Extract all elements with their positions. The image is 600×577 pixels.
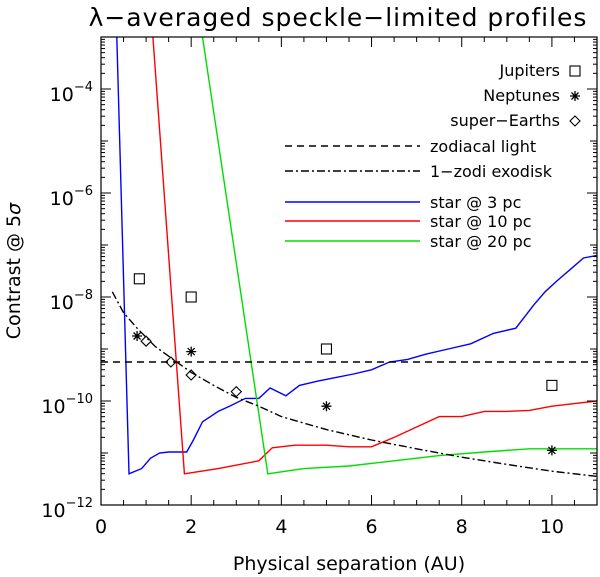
y-tick-label-base: 10 [41, 396, 65, 418]
marker-diamond-1 [165, 356, 177, 368]
x-tick-label-3: 6 [365, 516, 377, 538]
chart-title: λ−averaged speckle−limited profiles [89, 3, 588, 32]
y-tick-label-1: 10−6 [50, 184, 93, 210]
y-tick-label-exponent: −8 [74, 288, 93, 303]
x-tick-label-4: 8 [456, 516, 468, 538]
y-tick-label-4: 10−12 [41, 496, 93, 522]
series-line-2 [201, 37, 597, 475]
y-tick-label-exponent: −4 [74, 80, 93, 95]
marker-diamond-2 [185, 369, 197, 381]
x-tick-label-0: 0 [95, 516, 107, 538]
marker-square-0 [133, 273, 145, 285]
y-tick-label-base: 10 [50, 188, 74, 210]
marker-asterisk-3 [546, 445, 557, 456]
legend-symbol-asterisk [570, 91, 580, 101]
x-axis-label: Physical separation (AU) [233, 553, 465, 575]
y-tick-label-3: 10−10 [41, 392, 93, 418]
plot-frame [100, 36, 598, 506]
legend-symbol-square [569, 65, 581, 77]
plot-markers [132, 273, 558, 456]
x-tick-labels: 0 2 4 6 8 10 [95, 516, 564, 538]
y-tick-label-exponent: −10 [66, 392, 93, 407]
y-tick-label-exponent: −6 [74, 184, 93, 199]
axis-ticks [100, 36, 598, 506]
legend-label-1: 1−zodi exodisk [430, 162, 553, 181]
legend-label-0: zodiacal light [430, 137, 536, 156]
x-tick-label-1: 2 [185, 516, 197, 538]
marker-square-1 [185, 291, 197, 303]
legend-label-2: star @ 3 pc [430, 193, 521, 212]
x-tick-label-2: 4 [275, 516, 287, 538]
marker-asterisk-0 [132, 331, 143, 341]
y-tick-label-base: 10 [41, 500, 65, 522]
y-tick-label-2: 10−8 [50, 288, 93, 314]
legend-label-3: star @ 10 pc [430, 212, 532, 231]
legend-label-4: star @ 20 pc [430, 232, 532, 251]
y-tick-label-base: 10 [50, 84, 74, 106]
y-axis-label: Contrast @ 5σ [3, 202, 25, 339]
x-tick-label-5: 10 [540, 516, 564, 538]
series-line-0 [116, 37, 597, 475]
legend-label-diamond: super−Earths [450, 111, 560, 130]
plot-lines [101, 37, 597, 478]
legend-symbol-diamond [569, 115, 581, 127]
marker-square-2 [320, 343, 333, 355]
y-tick-label-0: 10−4 [50, 80, 93, 106]
marker-diamond-0 [140, 335, 152, 347]
y-axis-label-sigma: σ [3, 202, 25, 215]
series-line-1 [152, 37, 597, 475]
legend-label-asterisk: Neptunes [483, 86, 560, 105]
marker-square-3 [546, 379, 558, 391]
y-axis-label-text: Contrast @ 5 [3, 215, 25, 339]
marker-asterisk-2 [321, 401, 332, 412]
y-tick-label-exponent: −12 [66, 496, 93, 511]
marker-asterisk-1 [186, 346, 197, 357]
marker-diamond-3 [230, 385, 243, 398]
y-tick-label-base: 10 [50, 292, 74, 314]
legend: Jupiters Neptunes super−Earths zodiacal lig… [285, 61, 581, 251]
legend-label-square: Jupiters [499, 61, 561, 80]
